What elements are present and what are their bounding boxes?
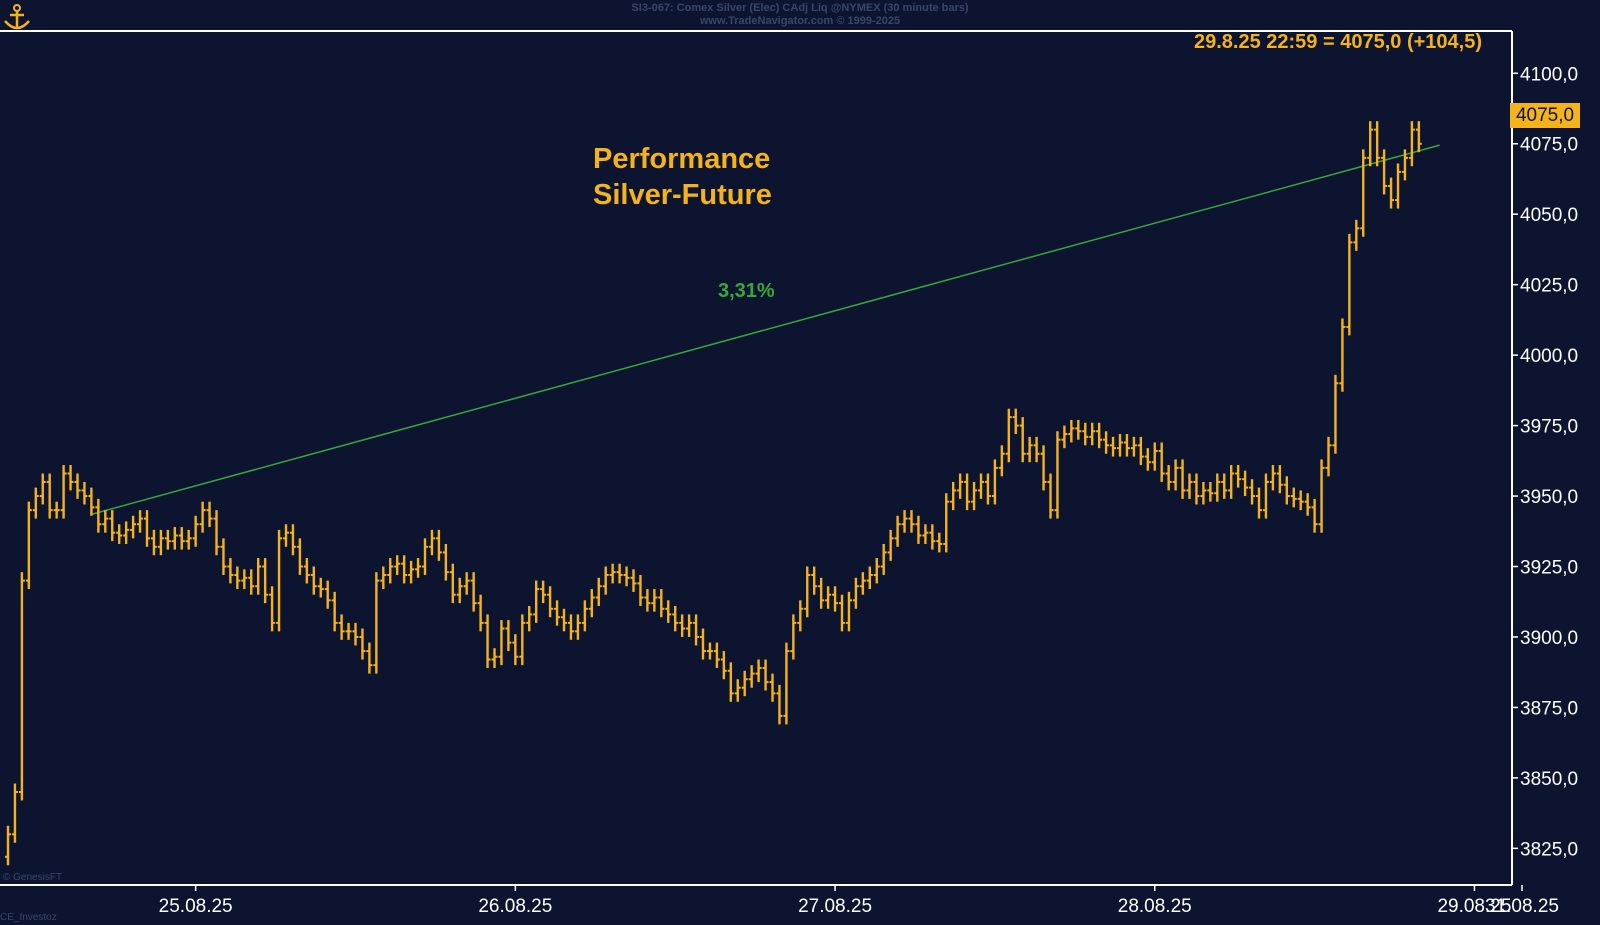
last-quote-label: 29.8.25 22:59 = 4075,0 (+104,5) — [1193, 31, 1482, 53]
x-tick-label: 26.08.25 — [478, 896, 552, 917]
y-tick-label: 4050,0 — [1520, 205, 1578, 226]
performance-trendline — [91, 144, 1440, 516]
y-tick-label: 3850,0 — [1520, 769, 1578, 790]
x-tick-label: 29.08.25 — [1437, 896, 1511, 917]
y-tick-label: 4100,0 — [1520, 64, 1578, 85]
footer-copyright: © GenesisFT — [3, 872, 63, 883]
performance-annotation: 3,31% — [718, 280, 775, 302]
y-tick-label: 3900,0 — [1520, 628, 1578, 649]
y-tick-label: 3925,0 — [1520, 558, 1578, 579]
chart-title-line-1: Performance — [593, 143, 771, 175]
chart-title: Performance Silver-Future — [593, 141, 772, 213]
anchor-logo-icon — [4, 4, 30, 30]
y-tick-label: 4075,0 — [1520, 135, 1578, 156]
y-tick-label: 3975,0 — [1520, 417, 1578, 438]
y-tick-label: 3950,0 — [1520, 487, 1578, 508]
y-tick-label: 4025,0 — [1520, 276, 1578, 297]
x-tick-label: 27.08.25 — [798, 896, 872, 917]
x-tick-label: 25.08.25 — [159, 896, 233, 917]
chart-title-line-2: Silver-Future — [593, 179, 772, 211]
x-tick-label: 31.08.25 — [1485, 896, 1559, 917]
footer-author: CE_Investoz — [0, 912, 57, 923]
y-tick-label: 4000,0 — [1520, 346, 1578, 367]
chart-header-line1: SI3-067: Comex Silver (Elec) CAdj Liq @N… — [631, 2, 969, 14]
y-tick-label: 3875,0 — [1520, 698, 1578, 719]
y-tick-label: 3825,0 — [1520, 839, 1578, 860]
chart-header-line2: www.TradeNavigator.com © 1999-2025 — [699, 15, 901, 27]
current-price-tag: 4075,0 — [1510, 103, 1580, 128]
x-tick-label: 28.08.25 — [1118, 896, 1192, 917]
